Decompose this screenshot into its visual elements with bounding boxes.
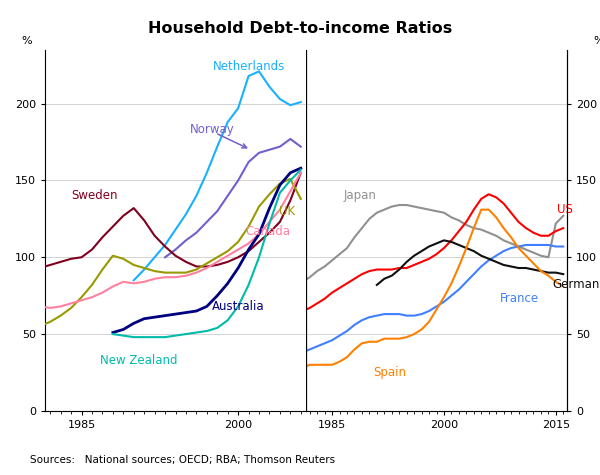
- Text: Germany: Germany: [552, 278, 600, 291]
- Text: US: US: [557, 203, 573, 216]
- Text: Netherlands: Netherlands: [212, 60, 285, 73]
- Text: Spain: Spain: [373, 366, 406, 379]
- Text: France: France: [500, 292, 539, 305]
- Text: UK: UK: [280, 205, 296, 218]
- Text: %: %: [22, 36, 32, 46]
- Text: %: %: [593, 36, 600, 46]
- Text: Household Debt-to-income Ratios: Household Debt-to-income Ratios: [148, 21, 452, 37]
- Text: Norway: Norway: [190, 123, 235, 136]
- Text: Sources:   National sources; OECD; RBA; Thomson Reuters: Sources: National sources; OECD; RBA; Th…: [30, 456, 335, 466]
- Text: Canada: Canada: [245, 225, 290, 238]
- Text: Sweden: Sweden: [71, 190, 118, 202]
- Text: Australia: Australia: [212, 300, 265, 313]
- Text: New Zealand: New Zealand: [100, 354, 178, 367]
- Text: Japan: Japan: [343, 190, 376, 202]
